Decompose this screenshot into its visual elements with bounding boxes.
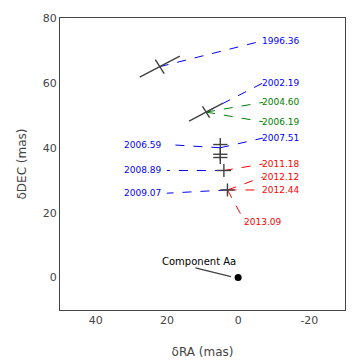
svg-text:-20: -20	[300, 314, 318, 327]
svg-text:40: 40	[89, 314, 103, 327]
svg-text:δDEC (mas): δDEC (mas)	[15, 128, 29, 199]
svg-text:60: 60	[43, 77, 57, 90]
svg-text:2009.07: 2009.07	[124, 188, 161, 198]
svg-text:2004.60: 2004.60	[262, 97, 299, 107]
svg-text:Component Aa: Component Aa	[162, 256, 236, 267]
svg-text:2012.44: 2012.44	[262, 185, 299, 195]
svg-text:2006.59: 2006.59	[124, 140, 161, 150]
svg-text:2007.51: 2007.51	[262, 133, 299, 143]
svg-text:2011.18: 2011.18	[262, 159, 299, 169]
svg-text:δRA (mas): δRA (mas)	[172, 345, 234, 359]
svg-text:0: 0	[50, 271, 57, 284]
svg-text:0: 0	[235, 314, 242, 327]
svg-text:2012.12: 2012.12	[262, 172, 299, 182]
svg-text:2013.09: 2013.09	[244, 217, 281, 227]
svg-text:2006.19: 2006.19	[262, 117, 299, 127]
svg-text:80: 80	[43, 12, 57, 25]
svg-text:1996.36: 1996.36	[262, 36, 299, 46]
svg-text:20: 20	[43, 207, 57, 220]
svg-text:40: 40	[43, 142, 57, 155]
svg-text:2002.19: 2002.19	[262, 78, 299, 88]
svg-text:20: 20	[160, 314, 174, 327]
svg-text:2008.89: 2008.89	[124, 165, 161, 175]
